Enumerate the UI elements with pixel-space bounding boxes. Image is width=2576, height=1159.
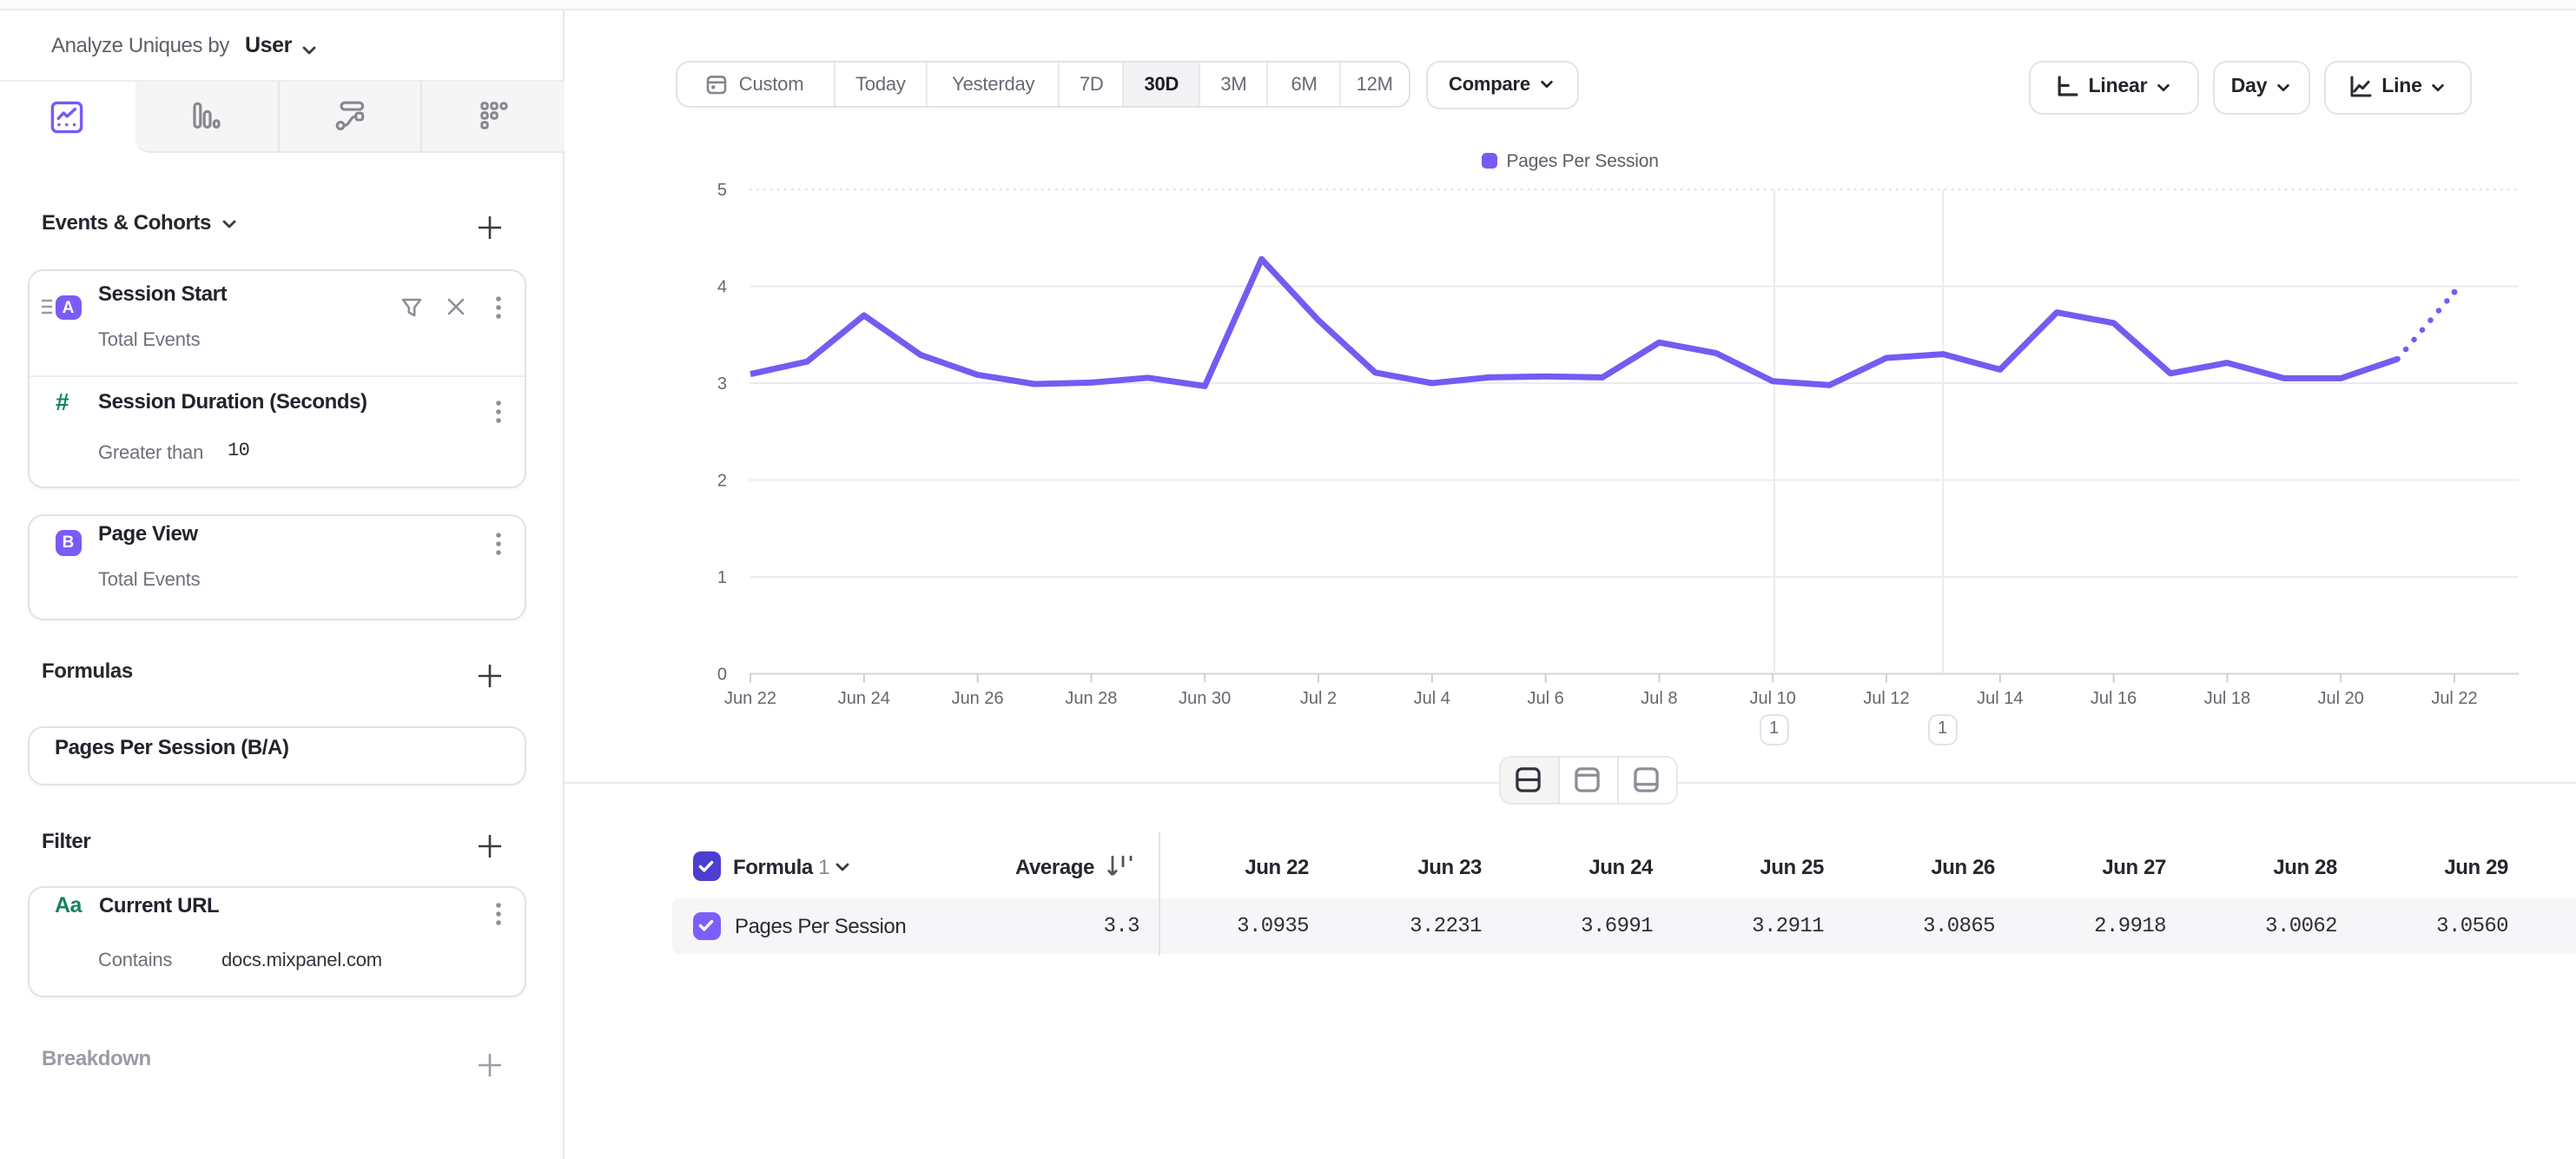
svg-text:Jul 20: Jul 20 bbox=[2318, 689, 2364, 708]
svg-text:0: 0 bbox=[717, 666, 727, 685]
svg-text:5: 5 bbox=[717, 181, 727, 200]
svg-text:4: 4 bbox=[717, 278, 727, 297]
svg-text:Jul 10: Jul 10 bbox=[1750, 689, 1796, 708]
svg-text:Jul 22: Jul 22 bbox=[2431, 689, 2477, 708]
svg-text:1: 1 bbox=[717, 568, 727, 587]
svg-text:Jul 4: Jul 4 bbox=[1414, 689, 1450, 708]
svg-text:Jul 16: Jul 16 bbox=[2091, 689, 2137, 708]
svg-text:Jun 30: Jun 30 bbox=[1179, 689, 1231, 708]
svg-text:Jun 22: Jun 22 bbox=[724, 689, 776, 708]
svg-text:Jul 14: Jul 14 bbox=[1977, 689, 2023, 708]
svg-text:Jul 12: Jul 12 bbox=[1863, 689, 1909, 708]
svg-text:Jul 18: Jul 18 bbox=[2204, 689, 2250, 708]
svg-text:2: 2 bbox=[717, 472, 727, 491]
svg-text:Jul 6: Jul 6 bbox=[1527, 689, 1563, 708]
svg-text:Jun 26: Jun 26 bbox=[952, 689, 1004, 708]
svg-text:Jun 24: Jun 24 bbox=[838, 689, 890, 708]
svg-text:Jul 2: Jul 2 bbox=[1300, 689, 1337, 708]
svg-text:Jun 28: Jun 28 bbox=[1065, 689, 1117, 708]
svg-text:3: 3 bbox=[717, 374, 727, 394]
svg-text:Jul 8: Jul 8 bbox=[1641, 689, 1677, 708]
